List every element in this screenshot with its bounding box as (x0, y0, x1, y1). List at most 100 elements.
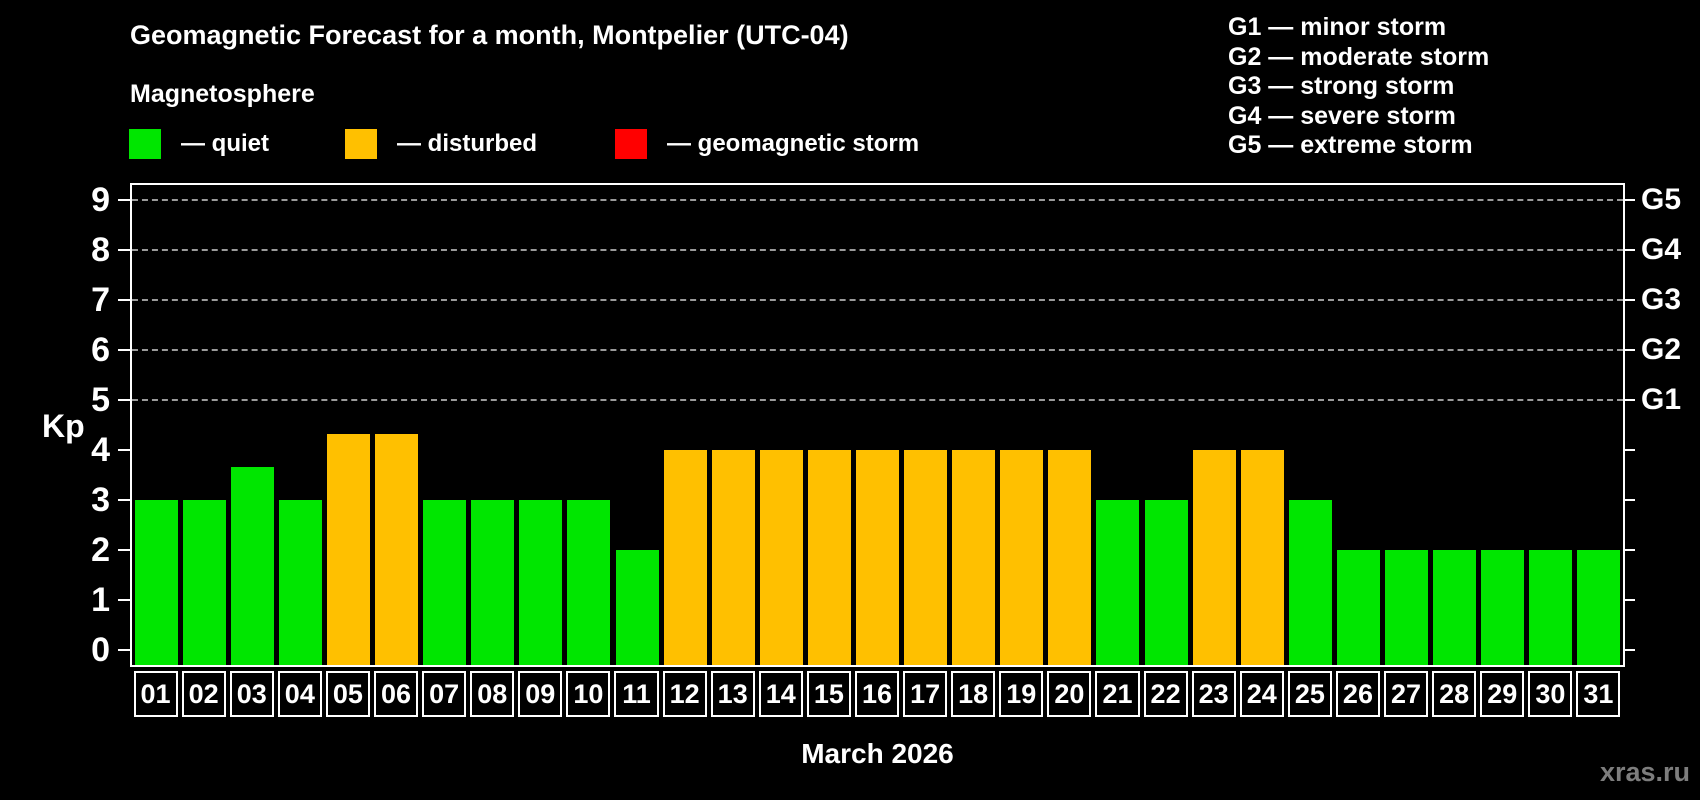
bar-day-16 (856, 450, 899, 665)
y-tick-right-8 (1623, 249, 1635, 251)
g-level-label-g1: G1 (1641, 383, 1682, 416)
x-tick-day-14: 14 (758, 671, 803, 717)
gridline-kp8 (132, 249, 1623, 251)
bar-day-02 (182, 500, 226, 665)
y-tick-label-4: 4 (91, 431, 110, 469)
x-tick-day-05: 05 (325, 671, 370, 717)
g-level-label-g5: G5 (1641, 183, 1682, 216)
x-tick-day-22: 22 (1143, 671, 1188, 717)
legend-label-disturbed: — disturbed (397, 130, 538, 157)
bar-day-18 (952, 450, 996, 665)
x-tick-day-11: 11 (614, 671, 659, 717)
y-tick-label-1: 1 (91, 581, 110, 619)
bar-day-22 (1144, 500, 1188, 665)
y-tick-label-0: 0 (91, 631, 110, 669)
bar-day-25 (1288, 500, 1332, 665)
g-level-label-g3: G3 (1641, 283, 1682, 316)
bar-day-26 (1336, 550, 1380, 665)
x-tick-day-03: 03 (229, 671, 274, 717)
y-tick-left-6 (118, 349, 130, 351)
g-level-label-g2: G2 (1641, 333, 1682, 366)
x-tick-day-24: 24 (1239, 671, 1284, 717)
x-tick-day-30: 30 (1528, 671, 1573, 717)
x-tick-day-12: 12 (662, 671, 707, 717)
x-tick-day-25: 25 (1287, 671, 1332, 717)
x-tick-day-07: 07 (422, 671, 467, 717)
bar-day-07 (423, 500, 467, 665)
y-tick-label-6: 6 (91, 331, 110, 369)
y-tick-right-4 (1623, 449, 1635, 451)
x-tick-day-28: 28 (1432, 671, 1477, 717)
bar-day-24 (1240, 450, 1284, 665)
gridline-kp7 (132, 299, 1623, 301)
bar-day-29 (1481, 550, 1525, 665)
bar-day-31 (1577, 550, 1621, 665)
storm-color-swatch (615, 129, 647, 159)
y-tick-left-2 (118, 549, 130, 551)
y-tick-left-5 (118, 399, 130, 401)
g4-definition: G4 — severe storm (1228, 101, 1456, 130)
gridline-kp5 (132, 399, 1623, 401)
g1-definition: G1 — minor storm (1228, 13, 1447, 41)
y-tick-right-5 (1623, 399, 1635, 401)
y-tick-label-9: 9 (91, 181, 110, 219)
y-tick-left-0 (118, 649, 130, 651)
y-tick-right-1 (1623, 599, 1635, 601)
bar-day-08 (471, 500, 515, 665)
legend-item-disturbed: — disturbed (345, 128, 537, 160)
x-tick-day-17: 17 (903, 671, 948, 717)
y-tick-right-6 (1623, 349, 1635, 351)
legend-label-quiet: — quiet (181, 130, 269, 157)
y-tick-right-3 (1623, 499, 1635, 501)
x-tick-day-16: 16 (854, 671, 900, 717)
x-tick-day-10: 10 (566, 671, 611, 717)
kp-bar-chart-plot-area: 0 1 2 3 4 5 6 7 8 9 G1 G2 G3 G4 G5 01 02 03 04 05 06 07 08 09 10… (91, 181, 1681, 717)
y-tick-left-4 (118, 449, 130, 451)
x-tick-day-09: 09 (518, 671, 563, 717)
x-tick-day-06: 06 (373, 671, 419, 717)
x-tick-day-01: 01 (133, 671, 178, 717)
bar-day-11 (615, 550, 659, 665)
g-level-label-g4: G4 (1641, 233, 1682, 266)
x-tick-day-20: 20 (1047, 671, 1092, 717)
bar-day-27 (1385, 550, 1429, 665)
y-tick-label-2: 2 (91, 531, 110, 569)
y-tick-label-8: 8 (91, 231, 110, 269)
x-tick-day-13: 13 (710, 671, 755, 717)
g3-definition: G3 — strong storm (1228, 72, 1455, 100)
bar-day-13 (711, 450, 755, 665)
y-tick-right-9 (1623, 199, 1635, 201)
y-tick-right-0 (1623, 649, 1635, 651)
y-tick-label-3: 3 (91, 481, 110, 519)
x-tick-day-15: 15 (806, 671, 851, 717)
bar-day-19 (1000, 450, 1044, 665)
bar-day-06 (375, 433, 419, 665)
bar-day-23 (1192, 450, 1236, 665)
x-tick-day-31: 31 (1576, 671, 1621, 717)
bar-day-21 (1096, 500, 1140, 665)
x-tick-day-18: 18 (951, 671, 996, 717)
magnetosphere-label: Magnetosphere (130, 80, 315, 108)
bar-day-01 (134, 500, 178, 665)
y-axis-label-kp: Kp (42, 408, 85, 444)
y-tick-right-2 (1623, 549, 1635, 551)
legend-item-quiet: — quiet (129, 128, 269, 160)
gridline-kp9 (132, 199, 1623, 201)
gridline-kp6 (132, 349, 1623, 351)
x-tick-day-21: 21 (1095, 671, 1140, 717)
page-title: Geomagnetic Forecast for a month, Montpe… (130, 20, 849, 50)
y-tick-left-7 (118, 299, 130, 301)
bar-day-30 (1529, 550, 1573, 665)
bar-day-28 (1433, 550, 1477, 665)
x-tick-day-02: 02 (181, 671, 226, 717)
x-tick-day-27: 27 (1384, 671, 1429, 717)
y-tick-left-3 (118, 499, 130, 501)
bar-day-09 (519, 500, 563, 665)
bar-day-03 (230, 466, 274, 665)
quiet-color-swatch (129, 129, 161, 159)
x-tick-day-04: 04 (277, 671, 322, 717)
bar-day-04 (278, 500, 322, 665)
y-tick-left-9 (118, 199, 130, 201)
x-tick-day-23: 23 (1191, 671, 1236, 717)
